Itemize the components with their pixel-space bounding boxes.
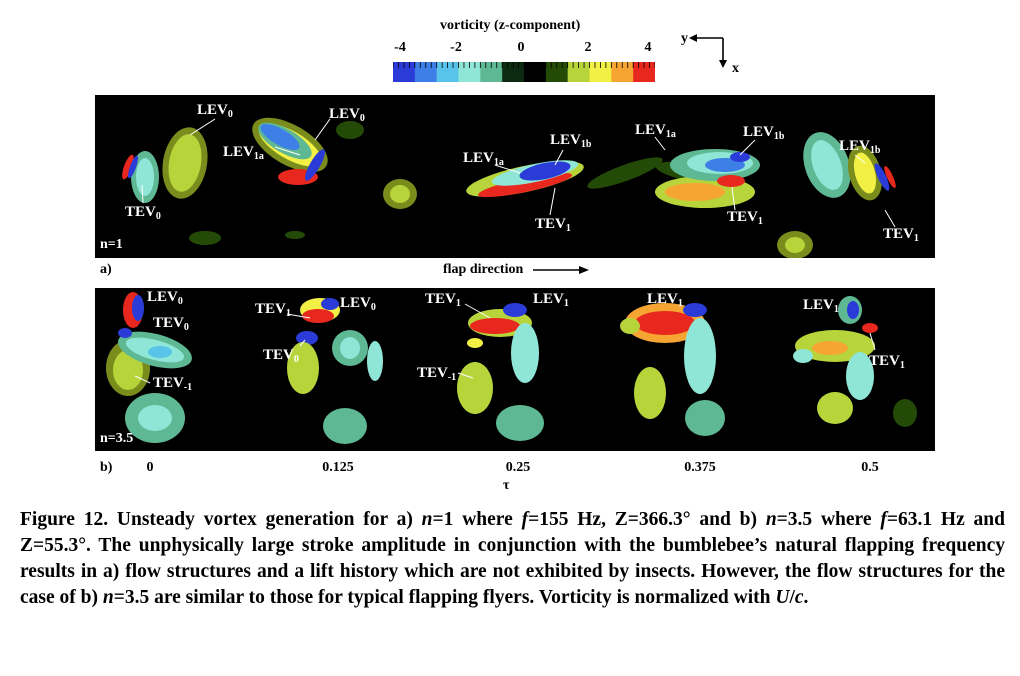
figure-caption: Figure 12. Unsteady vortex generation fo…	[20, 509, 1005, 608]
panel-a-letter: a)	[100, 262, 112, 277]
vortex-label: TEV1	[425, 291, 461, 309]
colorbar-tick: 0	[517, 40, 525, 55]
vortex-label: LEV1b	[839, 138, 881, 156]
vortex-label: TEV1	[255, 301, 291, 319]
vortex-label: TEV-1	[417, 365, 457, 383]
vortex-label: LEV0	[147, 289, 183, 307]
vortex-label: TEV1	[727, 209, 763, 227]
vortex-label: LEV0	[197, 102, 233, 120]
vortex-label: LEV1a	[463, 150, 504, 168]
vortex-label: LEV0	[340, 295, 376, 313]
panel-a-vortices	[122, 117, 896, 258]
vortex-label: TEV0	[125, 204, 161, 222]
tau-tick: 0.125	[322, 460, 354, 475]
tau-axis-label: τ	[503, 478, 510, 493]
vortex-label: TEV1	[883, 226, 919, 244]
vortex-label: LEV1	[803, 297, 839, 315]
vortex-label: LEV1	[533, 291, 569, 309]
panel-b-vortices	[106, 292, 917, 444]
vortex-label: TEV1	[869, 353, 905, 371]
x-axis-label: x	[732, 61, 739, 75]
vortex-label: TEV-1	[153, 375, 193, 393]
colorbar-tick: 2	[584, 40, 592, 55]
panel-b-n-label: n=3.5	[100, 431, 134, 446]
vortex-label: LEV1b	[743, 124, 785, 142]
colorbar-tick: -2	[450, 40, 462, 55]
panel-a-n-label: n=1	[100, 237, 123, 252]
vortex-label: TEV0	[263, 347, 299, 365]
vortex-label: TEV1	[535, 216, 571, 234]
flap-direction-label: flap direction	[443, 262, 589, 278]
vortex-label: LEV1	[647, 291, 683, 309]
tau-tick: 0	[146, 460, 154, 475]
tau-tick: 0.375	[684, 460, 716, 475]
vortex-label: LEV1b	[550, 132, 592, 150]
vortex-label: LEV1a	[635, 122, 676, 140]
panel-a-vorticity-field: LEV0 LEV0 LEV1a TEV0 LEV1a LEV1b TEV1 LE…	[95, 95, 935, 258]
colorbar-tick: 4	[644, 40, 652, 55]
axes-indicator: y x	[681, 31, 739, 75]
vortex-label: LEV0	[329, 106, 365, 124]
colorbar-title: vorticity (z-component)	[440, 18, 581, 33]
panel-b-letter: b)	[100, 460, 113, 475]
colorbar	[393, 62, 655, 82]
vortex-label: LEV1a	[223, 144, 264, 162]
vortex-label: TEV0	[153, 315, 189, 333]
flap-direction-arrow	[532, 265, 589, 274]
panel-b-vorticity-field: LEV0 TEV0 TEV-1 TEV1 LEV0 TEV0 TEV1 LEV1…	[95, 288, 935, 451]
tau-tick: 0.25	[505, 460, 531, 475]
tau-tick: 0.5	[861, 460, 879, 475]
colorbar-tick: -4	[394, 40, 406, 55]
y-axis-label: y	[681, 31, 688, 46]
